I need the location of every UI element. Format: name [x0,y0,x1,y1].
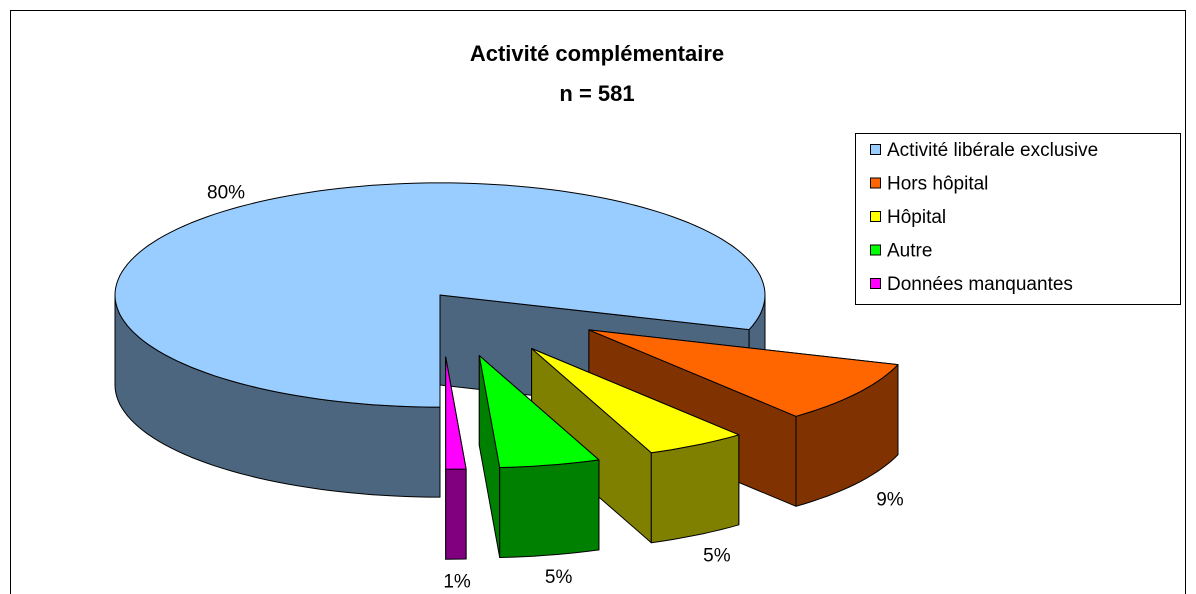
slice-side [445,468,467,560]
legend-label: Autre [887,241,932,262]
data-label: 80% [207,182,245,203]
data-label: 5% [703,546,731,567]
legend-label: Activité libérale exclusive [887,140,1098,161]
chart-frame [10,10,1186,594]
slice [531,348,740,454]
chart-subtitle: n = 581 [559,81,634,106]
legend-swatch [870,278,881,289]
data-label: 5% [545,567,573,588]
legend-label: Hôpital [887,207,946,228]
legend-label: Hors hôpital [887,174,988,195]
legend-label: Données manquantes [887,274,1073,295]
slice [114,182,766,408]
legend-swatch [870,144,881,155]
data-label: 1% [443,572,471,593]
slice [478,355,600,468]
legend-swatch [870,211,881,222]
pie [114,182,899,560]
legend-swatch [870,244,881,256]
slice-side [499,459,600,558]
slice [445,356,467,470]
chart-title: Activité complémentaire [470,41,724,66]
legend-box [855,133,1181,305]
slice [588,329,899,417]
legend-swatch [870,177,881,189]
data-label: 9% [876,490,904,511]
